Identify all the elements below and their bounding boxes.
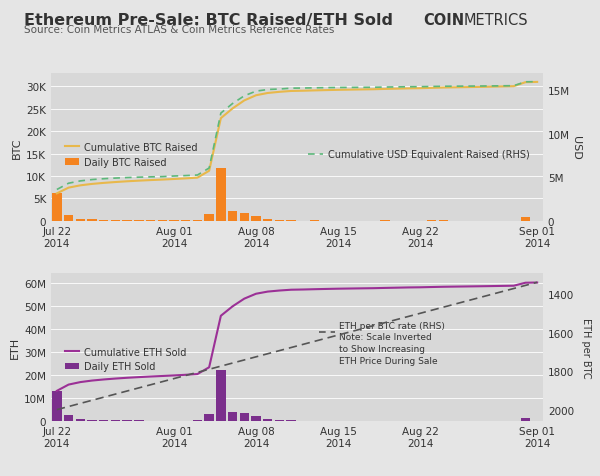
Bar [64,216,73,221]
Bar [239,414,249,421]
Text: ETH per BTC rate (RHS)
Note: Scale Inverted
to Show Increasing
ETH Price During : ETH per BTC rate (RHS) Note: Scale Inver… [339,321,445,365]
Bar [111,420,120,421]
Legend: Cumulative USD Equivalent Raised (RHS): Cumulative USD Equivalent Raised (RHS) [304,146,533,164]
Text: COIN: COIN [423,13,464,28]
Bar [99,420,109,421]
Bar [88,220,97,221]
Bar [76,219,85,221]
Bar [228,412,237,421]
Y-axis label: USD: USD [571,136,581,159]
Bar [205,415,214,421]
Bar [76,419,85,421]
Y-axis label: ETH: ETH [10,337,20,358]
Bar [228,212,237,221]
Bar [521,218,530,221]
Bar [286,220,296,221]
Text: Source: Coin Metrics ATLAS & Coin Metrics Reference Rates: Source: Coin Metrics ATLAS & Coin Metric… [24,25,334,35]
Y-axis label: BTC: BTC [12,137,22,159]
Bar [263,219,272,221]
Bar [216,169,226,221]
Bar [122,220,132,221]
Bar [286,420,296,421]
Bar [52,391,62,421]
Bar [64,415,73,421]
Legend: Cumulative ETH Sold, Daily ETH Sold: Cumulative ETH Sold, Daily ETH Sold [61,343,190,376]
Bar [521,418,530,421]
Bar [111,220,120,221]
Text: METRICS: METRICS [464,13,529,28]
Bar [122,420,132,421]
Bar [193,220,202,221]
Bar [205,215,214,221]
Bar [251,416,260,421]
Text: Ethereum Pre-Sale: BTC Raised/ETH Sold: Ethereum Pre-Sale: BTC Raised/ETH Sold [24,13,393,28]
Bar [263,419,272,421]
Y-axis label: ETH per BTC: ETH per BTC [581,317,591,378]
Bar [99,220,109,221]
Bar [275,420,284,421]
Bar [193,420,202,421]
Legend: Cumulative BTC Raised, Daily BTC Raised: Cumulative BTC Raised, Daily BTC Raised [61,139,202,171]
Bar [251,216,260,221]
Bar [239,213,249,221]
Bar [275,220,284,221]
Bar [88,420,97,421]
Bar [52,194,62,221]
Bar [216,370,226,421]
